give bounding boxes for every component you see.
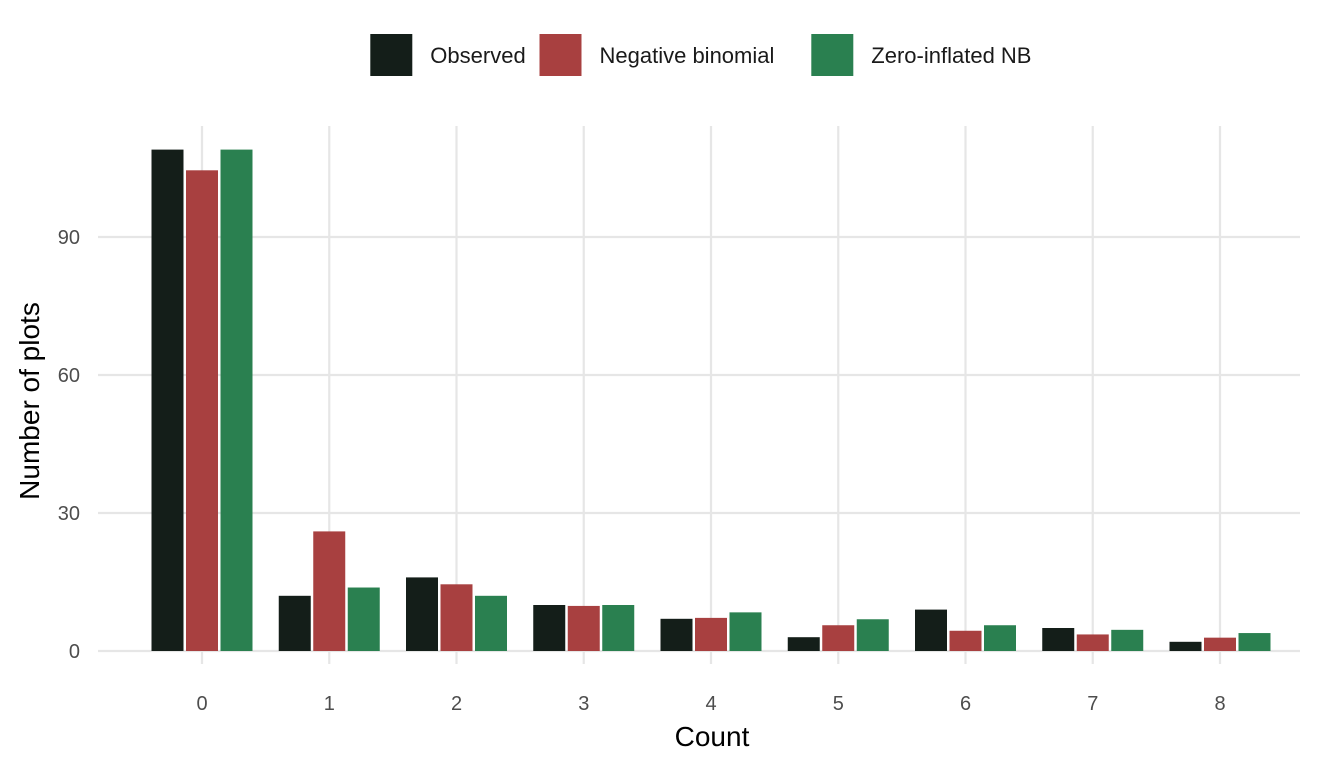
legend-swatch: [811, 34, 854, 76]
y-axis-title: Number of plots: [14, 302, 45, 500]
bar-negative-binomial-4: [695, 617, 727, 651]
bar-zero-inflated-nb-6: [984, 625, 1016, 651]
x-axis-title: Count: [675, 721, 750, 752]
tick-labels: 0 30 60 90 0 1 2 3 4 5 6 7 8: [58, 227, 1226, 715]
bar-zero-inflated-nb-1: [347, 587, 380, 651]
x-tick-label: 6: [960, 693, 971, 715]
x-tick-label: 2: [451, 693, 462, 715]
bar-negative-binomial-0: [186, 170, 218, 652]
legend-label: Zero-inflated NB: [871, 43, 1031, 68]
bar-observed-6: [915, 609, 947, 651]
bar-observed-2: [406, 577, 438, 651]
bar-negative-binomial-8: [1204, 637, 1236, 651]
bar-negative-binomial-6: [949, 630, 982, 651]
legend-swatch: [370, 34, 413, 76]
bar-zero-inflated-nb-0: [220, 149, 253, 651]
y-tick-label: 0: [69, 641, 80, 663]
bar-negative-binomial-1: [313, 531, 346, 651]
gridlines: [98, 126, 1300, 664]
legend-swatch: [539, 34, 582, 76]
bar-observed-1: [278, 595, 311, 651]
bar-zero-inflated-nb-8: [1238, 633, 1271, 651]
bar-observed-8: [1169, 641, 1202, 651]
bar-observed-3: [533, 605, 566, 651]
bar-zero-inflated-nb-7: [1111, 629, 1144, 651]
bar-observed-4: [660, 618, 693, 651]
x-tick-label: 7: [1087, 693, 1098, 715]
y-tick-label: 60: [58, 365, 80, 387]
bar-observed-5: [787, 637, 820, 651]
legend: Observed Negative binomial Zero-inflated N…: [370, 34, 1031, 76]
y-tick-label: 90: [58, 227, 80, 249]
x-tick-label: 0: [196, 693, 207, 715]
x-tick-label: 4: [705, 693, 716, 715]
bar-negative-binomial-5: [822, 625, 855, 651]
bars: [151, 149, 1271, 652]
legend-label: Negative binomial: [600, 43, 775, 68]
bar-zero-inflated-nb-5: [856, 619, 889, 651]
bar-observed-7: [1042, 628, 1075, 651]
bar-observed-0: [151, 149, 184, 651]
x-tick-label: 5: [833, 693, 844, 715]
x-tick-label: 8: [1214, 693, 1225, 715]
x-tick-label: 3: [578, 693, 589, 715]
legend-label: Observed: [430, 43, 525, 68]
bar-negative-binomial-3: [567, 605, 600, 651]
bar-zero-inflated-nb-3: [602, 605, 635, 651]
y-tick-label: 30: [58, 503, 80, 525]
bar-negative-binomial-7: [1076, 634, 1109, 651]
bar-negative-binomial-2: [440, 584, 473, 651]
x-tick-label: 1: [324, 693, 335, 715]
bar-zero-inflated-nb-2: [475, 595, 507, 651]
bar-zero-inflated-nb-4: [729, 612, 762, 651]
